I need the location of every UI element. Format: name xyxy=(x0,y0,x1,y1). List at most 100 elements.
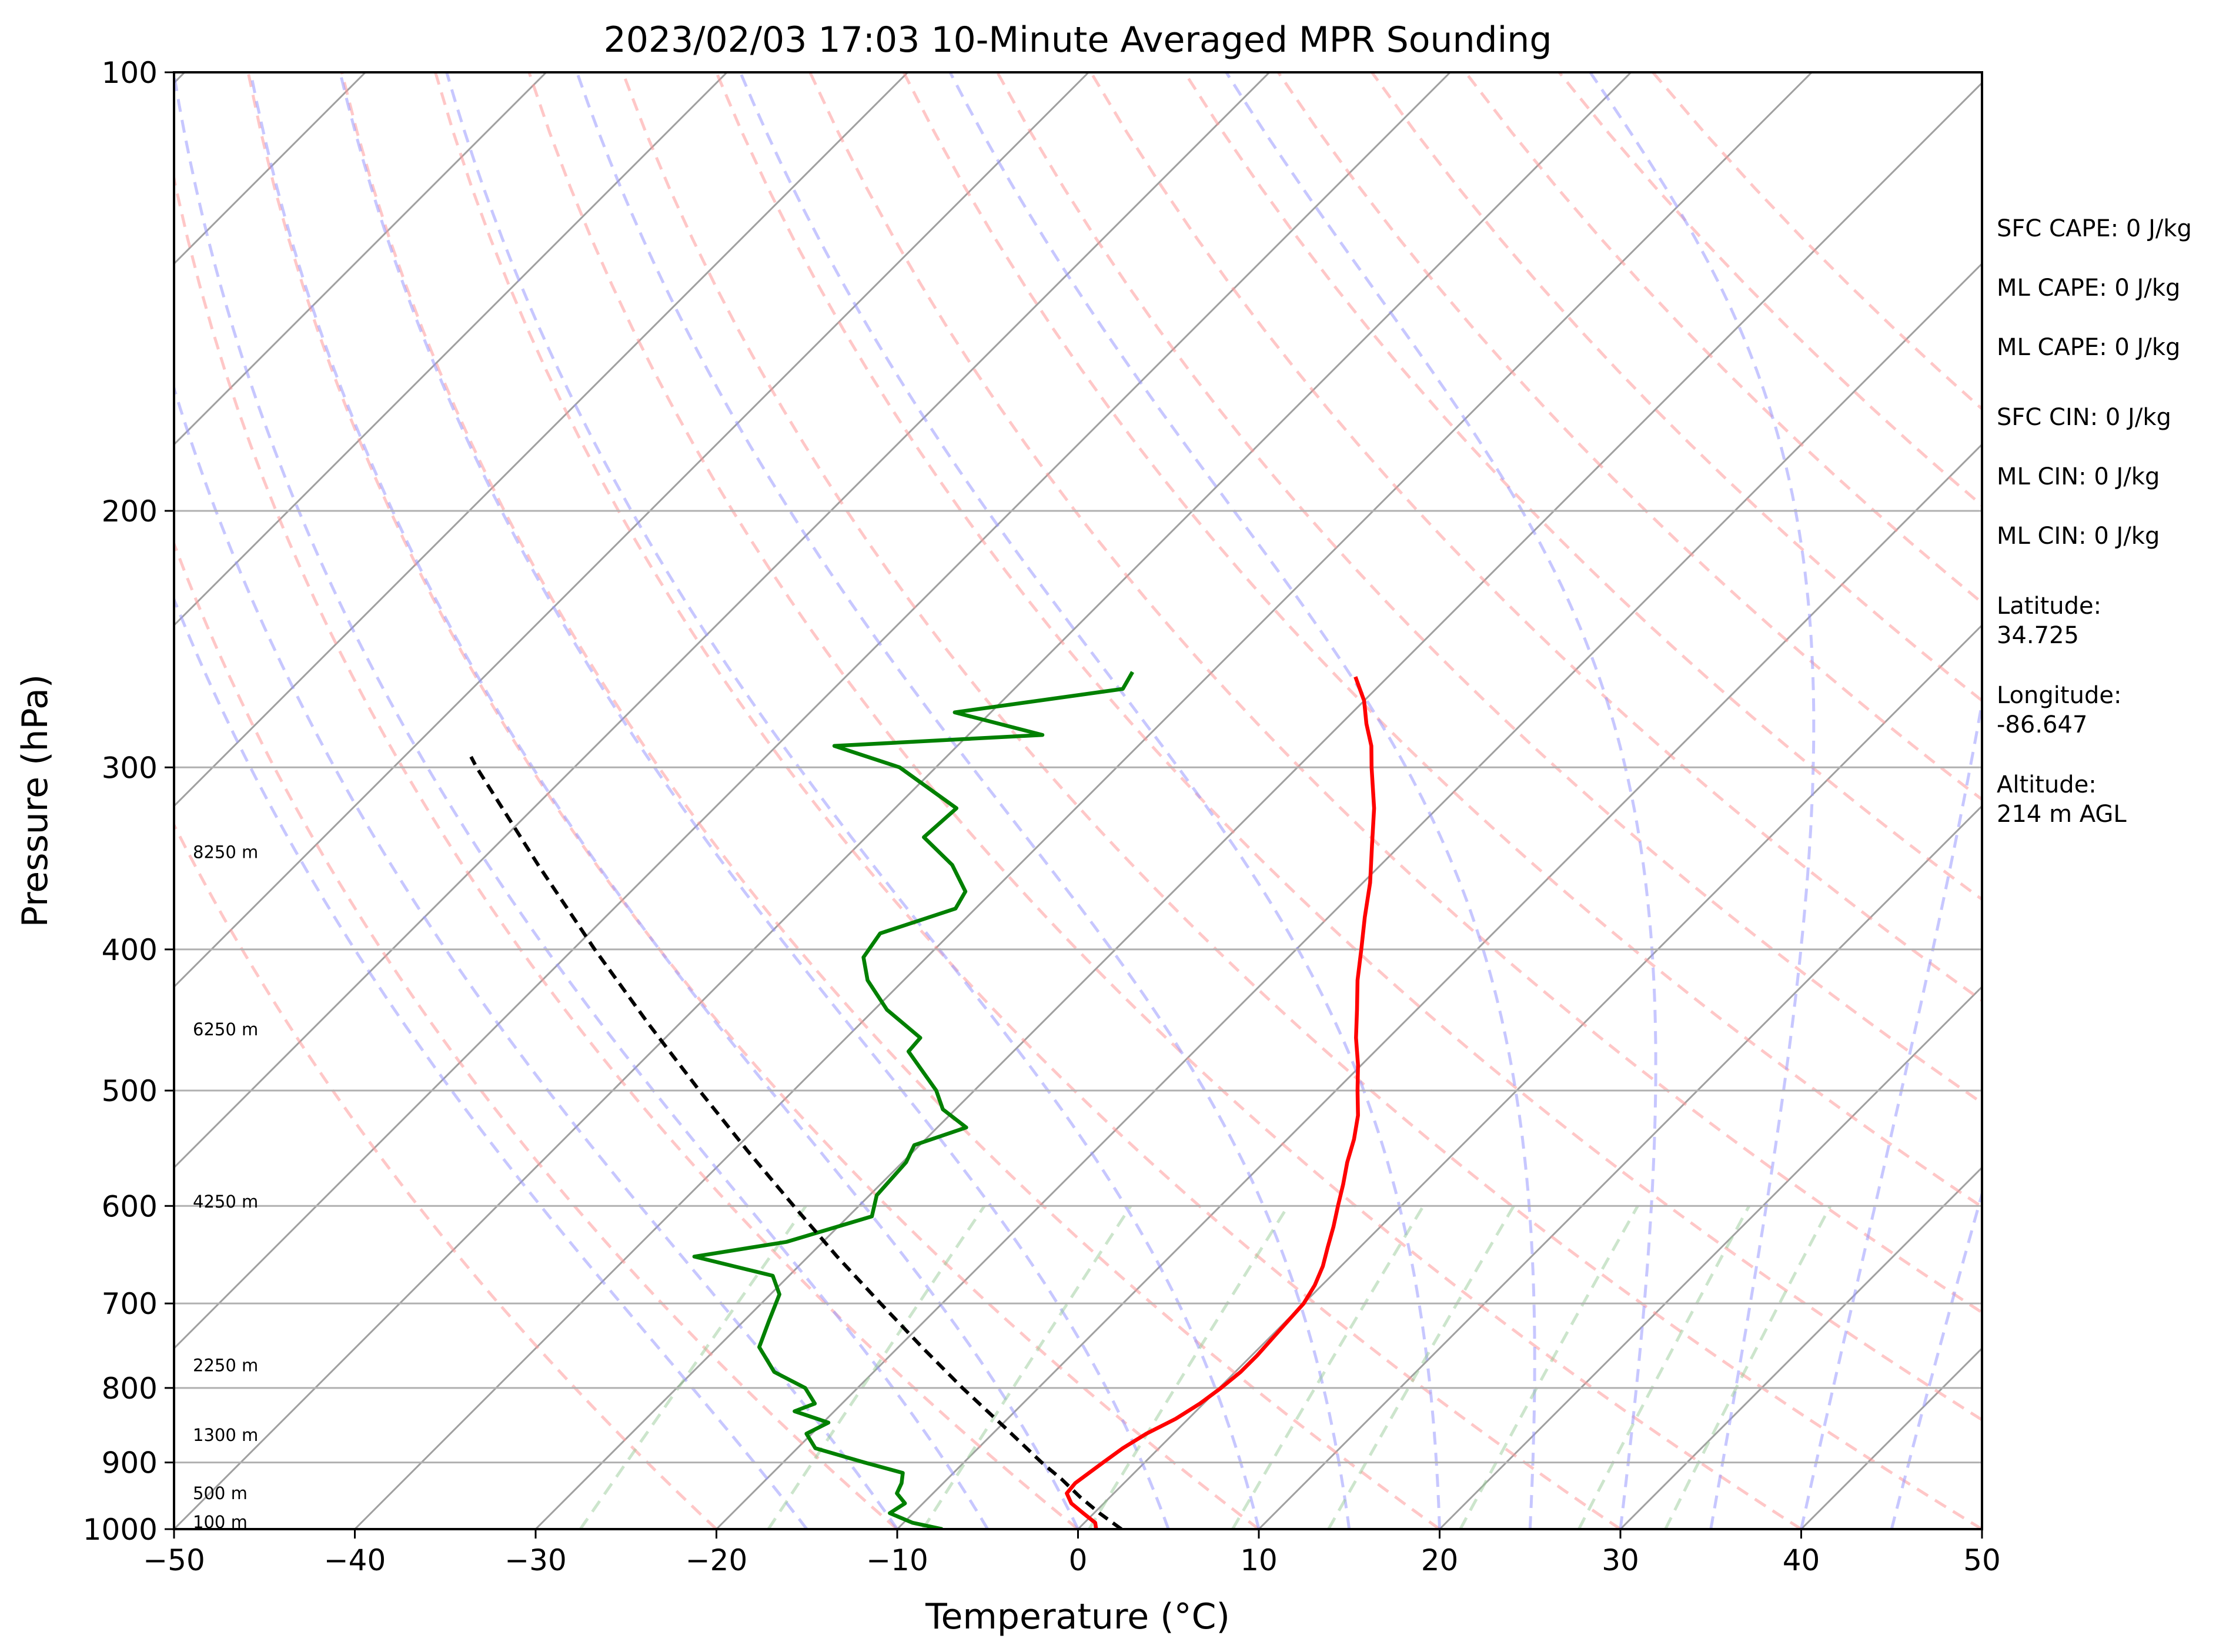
mixing-ratio-line xyxy=(767,1205,986,1529)
series-line xyxy=(1065,676,1376,1529)
isotherm-line xyxy=(354,72,1813,1529)
series-line xyxy=(469,755,1123,1529)
chart-title: 2023/02/03 17:03 10-Minute Averaged MPR … xyxy=(604,19,1552,61)
isotherm-line xyxy=(174,72,1451,1350)
info-line: -86.647 xyxy=(1997,711,2087,738)
y-tick-label: 700 xyxy=(102,1287,158,1321)
moist-adiabat xyxy=(575,72,1351,1529)
dry-adiabat xyxy=(902,72,1982,1209)
profile-series xyxy=(469,671,1376,1529)
y-tick-label: 500 xyxy=(102,1074,158,1108)
info-line: SFC CIN: 0 J/kg xyxy=(1997,404,2171,431)
isotherm-line xyxy=(174,72,1089,988)
x-tick-label: 20 xyxy=(1421,1543,1459,1577)
isotherm-line xyxy=(174,72,909,808)
isotherm-line xyxy=(0,72,4,1529)
moist-adiabat xyxy=(249,72,1079,1529)
moist-adiabat xyxy=(338,72,1170,1529)
height-label: 2250 m xyxy=(193,1356,258,1376)
info-line: 34.725 xyxy=(1997,622,2079,649)
x-tick-label: −30 xyxy=(504,1543,567,1577)
y-tick-label: 200 xyxy=(102,494,158,529)
isotherm-line xyxy=(1439,985,1982,1529)
dry-adiabat xyxy=(1276,72,1982,801)
moist-adiabat xyxy=(174,72,989,1529)
isotherm-line xyxy=(716,262,1982,1529)
x-tick-label: −20 xyxy=(686,1543,748,1577)
background-lines xyxy=(0,72,1982,1529)
y-tick-label: 300 xyxy=(102,751,158,785)
x-tick-label: 10 xyxy=(1240,1543,1278,1577)
isotherm-line xyxy=(174,72,547,446)
y-axis-title: Pressure (hPa) xyxy=(15,674,56,927)
dry-adiabat xyxy=(621,72,1982,1529)
moist-adiabat xyxy=(174,595,808,1529)
mixing-ratio-line xyxy=(1088,1205,1289,1529)
series-1 xyxy=(692,671,1135,1529)
moist-adiabat xyxy=(1890,1188,1982,1529)
series-2 xyxy=(469,755,1123,1529)
y-tick-label: 400 xyxy=(102,933,158,967)
series-line xyxy=(692,671,1135,1529)
dry-adiabat xyxy=(174,821,718,1529)
height-label: 500 m xyxy=(193,1483,248,1503)
dry-adiabat xyxy=(340,72,1440,1529)
series-0 xyxy=(1065,676,1376,1529)
info-line: Longitude: xyxy=(1997,682,2121,709)
moist-adiabat xyxy=(445,72,1261,1529)
mixing-ratio-line xyxy=(1664,1205,1832,1529)
y-tick-label: 800 xyxy=(102,1372,158,1406)
x-tick-label: −40 xyxy=(324,1543,386,1577)
isotherm-line xyxy=(1258,804,1982,1529)
dry-adiabat xyxy=(996,72,1982,1105)
x-ticks: −50 −40 −30 −20 −10 0 10 20 30 40 50 xyxy=(143,1529,2001,1577)
x-tick-label: −10 xyxy=(866,1543,928,1577)
height-label: 4250 m xyxy=(193,1192,258,1212)
isotherm-line xyxy=(896,443,1982,1529)
moist-adiabat xyxy=(174,383,899,1529)
info-line: SFC CAPE: 0 J/kg xyxy=(1997,215,2192,242)
dry-adiabat xyxy=(434,72,1622,1529)
moist-adiabat xyxy=(948,72,1536,1529)
x-tick-label: 30 xyxy=(1602,1543,1639,1577)
pressure-gridlines xyxy=(174,72,1982,1529)
moist-adiabat xyxy=(1589,72,1816,1529)
info-line: ML CAPE: 0 J/kg xyxy=(1997,275,2180,302)
isotherm-line xyxy=(174,72,728,627)
dry-adiabat xyxy=(1089,72,1982,1002)
info-line: ML CAPE: 0 J/kg xyxy=(1997,334,2180,361)
moist-adiabat xyxy=(738,72,1441,1529)
height-label: 8250 m xyxy=(193,842,258,862)
isotherm-line xyxy=(1619,1166,1982,1529)
mixing-ratio-line xyxy=(1577,1205,1751,1529)
mixing-ratio-line xyxy=(921,1205,1132,1529)
mixing-ratio-line xyxy=(1231,1205,1425,1529)
isotherm-line xyxy=(534,81,1982,1529)
info-panel: SFC CAPE: 0 J/kg ML CAPE: 0 J/kg ML CAPE: … xyxy=(1997,215,2192,828)
info-line: Latitude: xyxy=(1997,593,2101,620)
x-tick-label: −50 xyxy=(143,1543,205,1577)
info-line: ML CIN: 0 J/kg xyxy=(1997,463,2160,490)
dry-adiabat xyxy=(174,540,898,1529)
dry-adiabat xyxy=(527,72,1802,1529)
info-line: Altitude: xyxy=(1997,771,2097,798)
mixing-ratio-line xyxy=(1327,1205,1515,1529)
x-tick-label: 50 xyxy=(1963,1543,2001,1577)
dry-adiabat xyxy=(715,72,1982,1422)
y-tick-label: 1000 xyxy=(83,1513,158,1547)
dry-adiabat xyxy=(174,171,1079,1529)
isotherm-line xyxy=(174,72,1271,1169)
height-label: 6250 m xyxy=(193,1019,258,1039)
y-tick-label: 600 xyxy=(102,1189,158,1223)
dry-adiabat xyxy=(808,72,1982,1315)
info-line: ML CIN: 0 J/kg xyxy=(1997,523,2160,550)
y-tick-label: 900 xyxy=(102,1446,158,1480)
isotherm-line xyxy=(1077,624,1982,1529)
x-tick-label: 0 xyxy=(1069,1543,1088,1577)
info-line: 214 m AGL xyxy=(1997,801,2127,828)
isotherm-line xyxy=(174,72,1632,1529)
y-ticks: 1000 900 800 700 600 500 400 300 200 100 xyxy=(83,56,174,1547)
dry-adiabat xyxy=(246,72,1260,1529)
